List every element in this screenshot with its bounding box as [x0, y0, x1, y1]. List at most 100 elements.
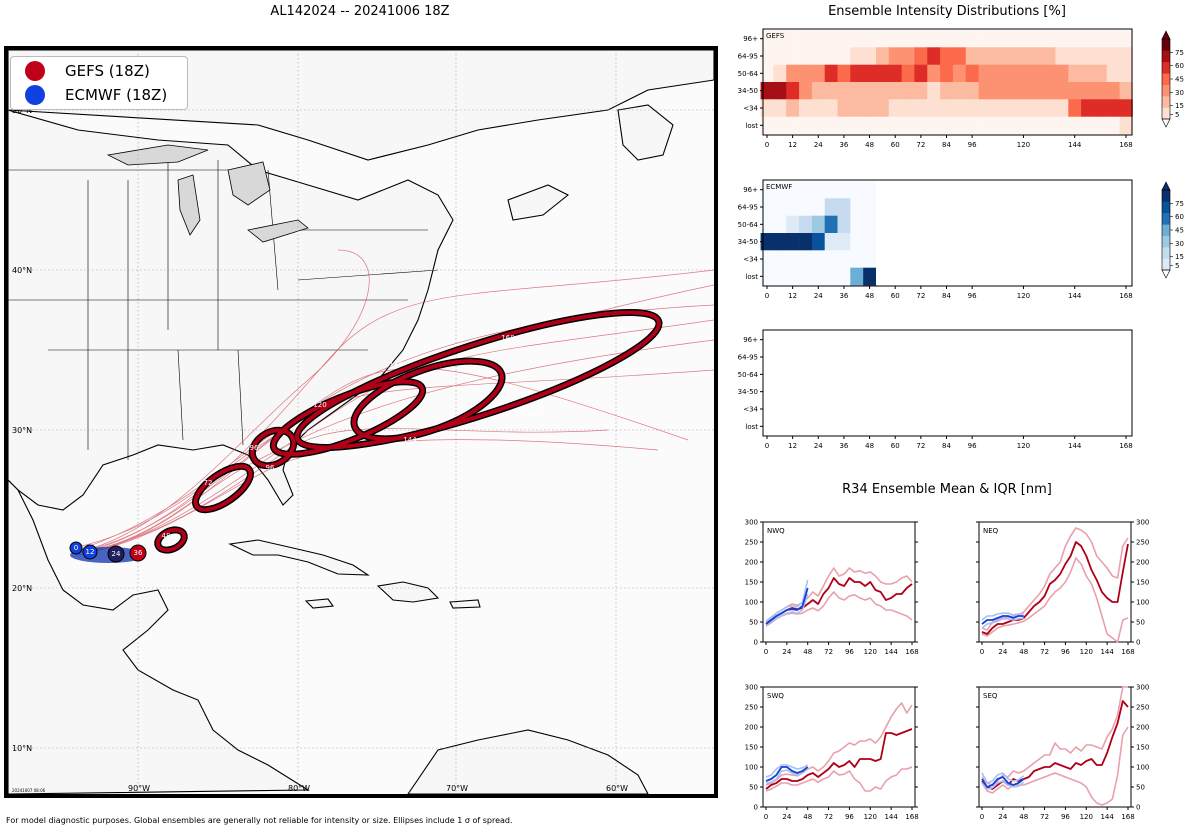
heatmap-cell	[1093, 47, 1108, 65]
y-tick-label: 250	[745, 704, 758, 712]
x-tick-label: 144	[1068, 141, 1082, 149]
panel-frame	[762, 521, 916, 643]
heatmap-cell	[1029, 116, 1043, 135]
heatmap-cell	[901, 47, 915, 65]
main-title: AL142024 -- 20241006 18Z	[270, 4, 450, 19]
heatmap-cell	[1029, 30, 1043, 48]
heatmap-cell	[786, 116, 800, 135]
heatmap-cell	[824, 99, 838, 117]
heatmap-cell	[1081, 64, 1095, 83]
panel-label: ECMWF	[766, 183, 792, 191]
border-layer	[8, 145, 439, 460]
heatmap-cell	[1068, 30, 1082, 48]
heatmap-cell	[1004, 47, 1018, 65]
heatmap-cell	[1081, 99, 1095, 117]
colorbar-label: 30	[1175, 89, 1184, 97]
y-tick-label: 100	[1136, 599, 1149, 607]
intensity-title: Ensemble Intensity Distributions [%]	[828, 4, 1066, 19]
heatmap-cell	[888, 99, 902, 117]
map-canvas: 0 12 24 36 48 72 96 96 120 120 144 144 1…	[8, 50, 714, 794]
panel-label: SWQ	[767, 692, 784, 700]
heatmap-cell	[863, 64, 877, 83]
heatmap-cell	[991, 116, 1005, 135]
x-tick-label: 120	[1017, 141, 1030, 149]
heatmap-cell	[914, 82, 928, 100]
heatmap-cell	[1068, 82, 1082, 100]
heatmap-cell	[773, 198, 787, 216]
x-tick-label: 144	[884, 813, 898, 821]
heatmap-cell	[1119, 116, 1133, 135]
colorbar-swatch	[1162, 84, 1170, 97]
heatmap-cell	[1055, 64, 1069, 83]
y-tick-label: 150	[745, 579, 758, 587]
track-map[interactable]: 0 12 24 36 48 72 96 96 120 120 144 144 1…	[4, 46, 718, 798]
south-america-landmass	[407, 729, 649, 794]
x-tick-label: 12	[788, 442, 797, 450]
x-tick-label: 96	[968, 141, 977, 149]
heatmap-cell	[837, 82, 851, 100]
heatmap-cell	[824, 47, 838, 65]
heatmap-cell	[786, 64, 800, 83]
colorbar-swatch	[1162, 201, 1170, 214]
heatmap-cell	[1106, 82, 1120, 100]
colorbar-swatch	[1162, 39, 1170, 51]
heatmap-cell	[965, 30, 979, 48]
panel-frame	[762, 179, 1133, 287]
heatmap-cell	[1017, 30, 1031, 48]
r34-panel: NWQ 300 250 200 150 100 50 00 24 48 72 96 120 144 168	[745, 519, 919, 657]
heatmap-cell	[811, 233, 826, 251]
heatmap-cell	[760, 267, 774, 286]
heatmap-cell	[1004, 99, 1018, 117]
heatmap-cell	[824, 116, 838, 135]
heatmap-cell	[811, 99, 826, 117]
heatmap-cell	[1004, 64, 1018, 83]
heatmap-cell	[863, 215, 877, 234]
heatmap-cell	[799, 250, 813, 268]
heatmap-cell	[837, 30, 851, 48]
x-tick-label: 168	[1121, 813, 1134, 821]
x-tick-label: 60	[891, 292, 900, 300]
y-tick-label: 300	[1136, 684, 1149, 692]
colorbar-swatch	[1162, 73, 1170, 85]
panel-label: SEQ	[983, 692, 998, 700]
heatmap-cell	[811, 47, 826, 65]
x-tick-label: 48	[865, 141, 874, 149]
heatmap-cell	[799, 99, 813, 117]
heatmap-cell	[1093, 99, 1108, 117]
y-tick-label: 200	[1136, 559, 1149, 567]
x-tick-label: 120	[1080, 648, 1093, 656]
heatmap-cell	[863, 181, 877, 199]
heatmap-cell	[850, 215, 864, 234]
heatmap-cell	[760, 116, 774, 135]
ellipse-label: 96	[250, 444, 259, 452]
y-tick-label: 250	[745, 539, 758, 547]
heatmap-cell	[760, 64, 774, 83]
panel-frame	[762, 686, 916, 808]
heatmap-cell	[760, 233, 774, 251]
map-timestamp: 20241007 08:06	[12, 788, 46, 793]
heatmap-cell	[901, 64, 915, 83]
heatmap-cell	[914, 30, 928, 48]
heatmap-cell	[927, 99, 941, 117]
heatmap-cell	[850, 250, 864, 268]
y-tick-label: 200	[1136, 724, 1149, 732]
x-tick-label: 168	[1119, 292, 1132, 300]
y-tick-label: 0	[754, 639, 758, 647]
heatmap-cell	[876, 116, 890, 135]
series-line	[765, 728, 913, 790]
heatmap-cell	[952, 64, 967, 83]
panel-label: NEQ	[983, 527, 999, 535]
heatmap-cell	[1119, 47, 1133, 65]
heatmap-cell	[901, 82, 915, 100]
x-tick-label: 24	[998, 813, 1007, 821]
panel-label: NWQ	[767, 527, 785, 535]
heatmap-cell	[927, 64, 941, 83]
ellipse-label: 120	[313, 401, 326, 409]
heatmap-cell	[1119, 82, 1133, 100]
colorbar-label: 45	[1175, 76, 1184, 84]
heatmap-cell	[824, 82, 838, 100]
heatmap-cell	[1055, 99, 1069, 117]
heatmap-cell	[773, 116, 787, 135]
colorbar-extend-top	[1161, 181, 1171, 191]
series-line	[765, 593, 809, 627]
